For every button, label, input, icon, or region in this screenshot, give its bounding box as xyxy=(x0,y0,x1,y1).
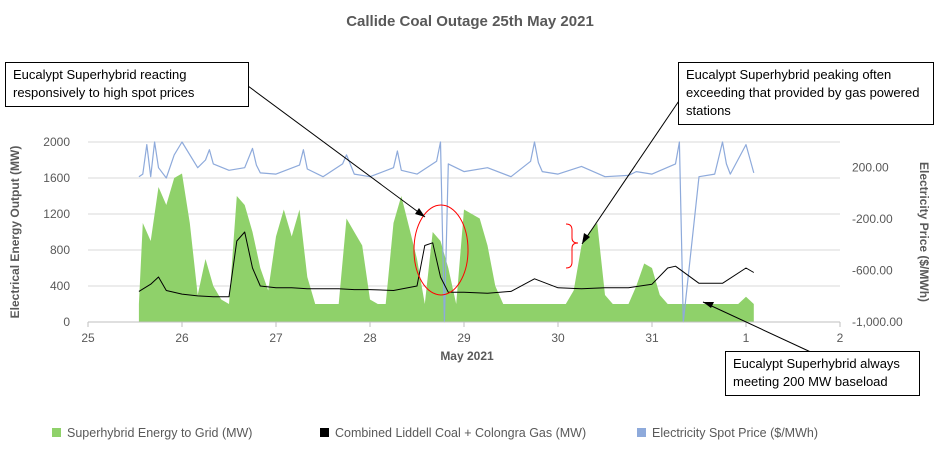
y-right-tick-label: -200.00 xyxy=(852,212,893,226)
x-tick-label: 28 xyxy=(363,331,377,345)
legend-swatch-combined xyxy=(320,428,329,437)
x-axis-title: May 2021 xyxy=(440,349,494,363)
arrow-head-reacting xyxy=(415,208,425,217)
callout-arrows xyxy=(247,85,816,355)
y-left-tick-label: 800 xyxy=(50,243,70,257)
x-tick-label: 1 xyxy=(743,331,750,345)
x-tick-label: 29 xyxy=(457,331,471,345)
legend-label-price: Electricity Spot Price ($/MWh) xyxy=(652,426,818,440)
highlight-bracket xyxy=(565,223,579,269)
superhybrid-area xyxy=(138,173,754,322)
arrow-head-baseload xyxy=(703,302,714,308)
legend-swatch-price xyxy=(637,428,646,437)
y-left-tick-label: 400 xyxy=(50,279,70,293)
highlight-ellipse xyxy=(413,204,469,296)
chart-title: Callide Coal Outage 25th May 2021 xyxy=(346,13,594,30)
x-tick-label: 25 xyxy=(81,331,95,345)
y-left-tick-label: 0 xyxy=(63,315,70,329)
black-layer xyxy=(138,231,755,298)
legend-label-combined: Combined Liddell Coal + Colongra Gas (MW… xyxy=(335,426,586,440)
combined-coal-gas-line xyxy=(138,231,755,298)
y-right-tick-label: -600.00 xyxy=(852,264,893,278)
annotation-peaking: Eucalypt Superhybrid peaking often excee… xyxy=(678,62,934,125)
y-left-tick-label: 1600 xyxy=(43,171,70,185)
arrow-line-peaking xyxy=(581,91,686,245)
y-right-tick-label: 200.00 xyxy=(852,161,889,175)
annotation-baseload: Eucalypt Superhybrid always meeting 200 … xyxy=(725,351,920,396)
legend-label-superhybrid: Superhybrid Energy to Grid (MW) xyxy=(67,426,252,440)
legend-swatch-superhybrid xyxy=(52,428,61,437)
x-tick-label: 2 xyxy=(837,331,844,345)
axes: 0 400 800 1200 1600 2000 -1,000.00 -600.00 -200.… xyxy=(43,135,903,345)
area-layer xyxy=(138,173,754,322)
x-tick-label: 26 xyxy=(175,331,189,345)
x-tick-label: 27 xyxy=(269,331,283,345)
price-layer xyxy=(138,141,755,323)
y-axis-right-title: Electricity Price ($/MWh) xyxy=(917,162,931,302)
arrow-line-reacting xyxy=(247,85,426,218)
y-left-tick-label: 2000 xyxy=(43,135,70,149)
y-axis-left-title: Electrical Energy Output (MW) xyxy=(8,146,22,319)
x-tick-label: 30 xyxy=(551,331,565,345)
y-right-tick-label: -1,000.00 xyxy=(852,315,903,329)
legend: Superhybrid Energy to Grid (MW) Combined… xyxy=(52,426,818,440)
y-left-tick-label: 1200 xyxy=(43,207,70,221)
annotation-reacting: Eucalypt Superhybrid reacting responsive… xyxy=(5,62,249,107)
spot-price-line xyxy=(138,141,755,323)
arrow-head-peaking xyxy=(582,233,590,244)
arrow-line-baseload xyxy=(702,301,816,355)
x-tick-label: 31 xyxy=(645,331,659,345)
